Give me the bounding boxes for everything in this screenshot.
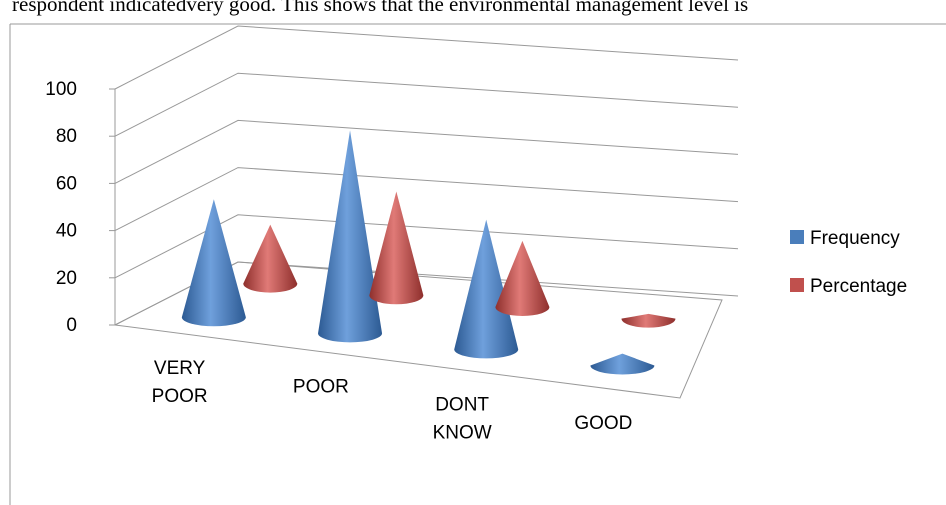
x-tick-label: VERY POOR: [152, 358, 208, 407]
grid-line: [114, 119, 739, 184]
cone: [454, 219, 519, 359]
cone: [318, 130, 383, 343]
x-tick-word: DONT: [435, 395, 489, 416]
grid-line: [114, 25, 739, 90]
cone: [590, 353, 655, 375]
cone: [621, 313, 676, 328]
y-tick-label: 40: [56, 221, 77, 242]
x-tick-word: VERY: [154, 358, 206, 379]
x-tick-label: POOR: [293, 376, 349, 397]
legend-label: Percentage: [810, 276, 907, 297]
cone: [495, 240, 550, 316]
document-text: respondent indicatedvery good. This show…: [12, 0, 749, 16]
cone: [243, 224, 298, 293]
x-tick-word: GOOD: [574, 413, 632, 434]
legend-swatch: [790, 278, 804, 292]
grid-line: [114, 214, 739, 279]
grid-line: [114, 167, 739, 232]
cone: [369, 191, 424, 305]
legend-swatch: [790, 230, 804, 244]
y-tick-label: 20: [56, 268, 77, 289]
grid-line: [114, 261, 739, 326]
y-tick-label: 100: [45, 79, 77, 100]
y-tick-label: 0: [66, 315, 77, 336]
y-tick-label: 80: [56, 126, 77, 147]
x-tick-word: KNOW: [433, 423, 492, 444]
grid-line: [114, 72, 739, 137]
y-tick-label: 60: [56, 173, 77, 194]
x-tick-label: DONT KNOW: [433, 395, 492, 444]
x-tick-label: GOOD: [574, 413, 632, 434]
legend-label: Frequency: [810, 228, 900, 249]
cone: [181, 199, 246, 327]
x-tick-word: POOR: [152, 386, 208, 407]
x-tick-word: POOR: [293, 376, 349, 397]
